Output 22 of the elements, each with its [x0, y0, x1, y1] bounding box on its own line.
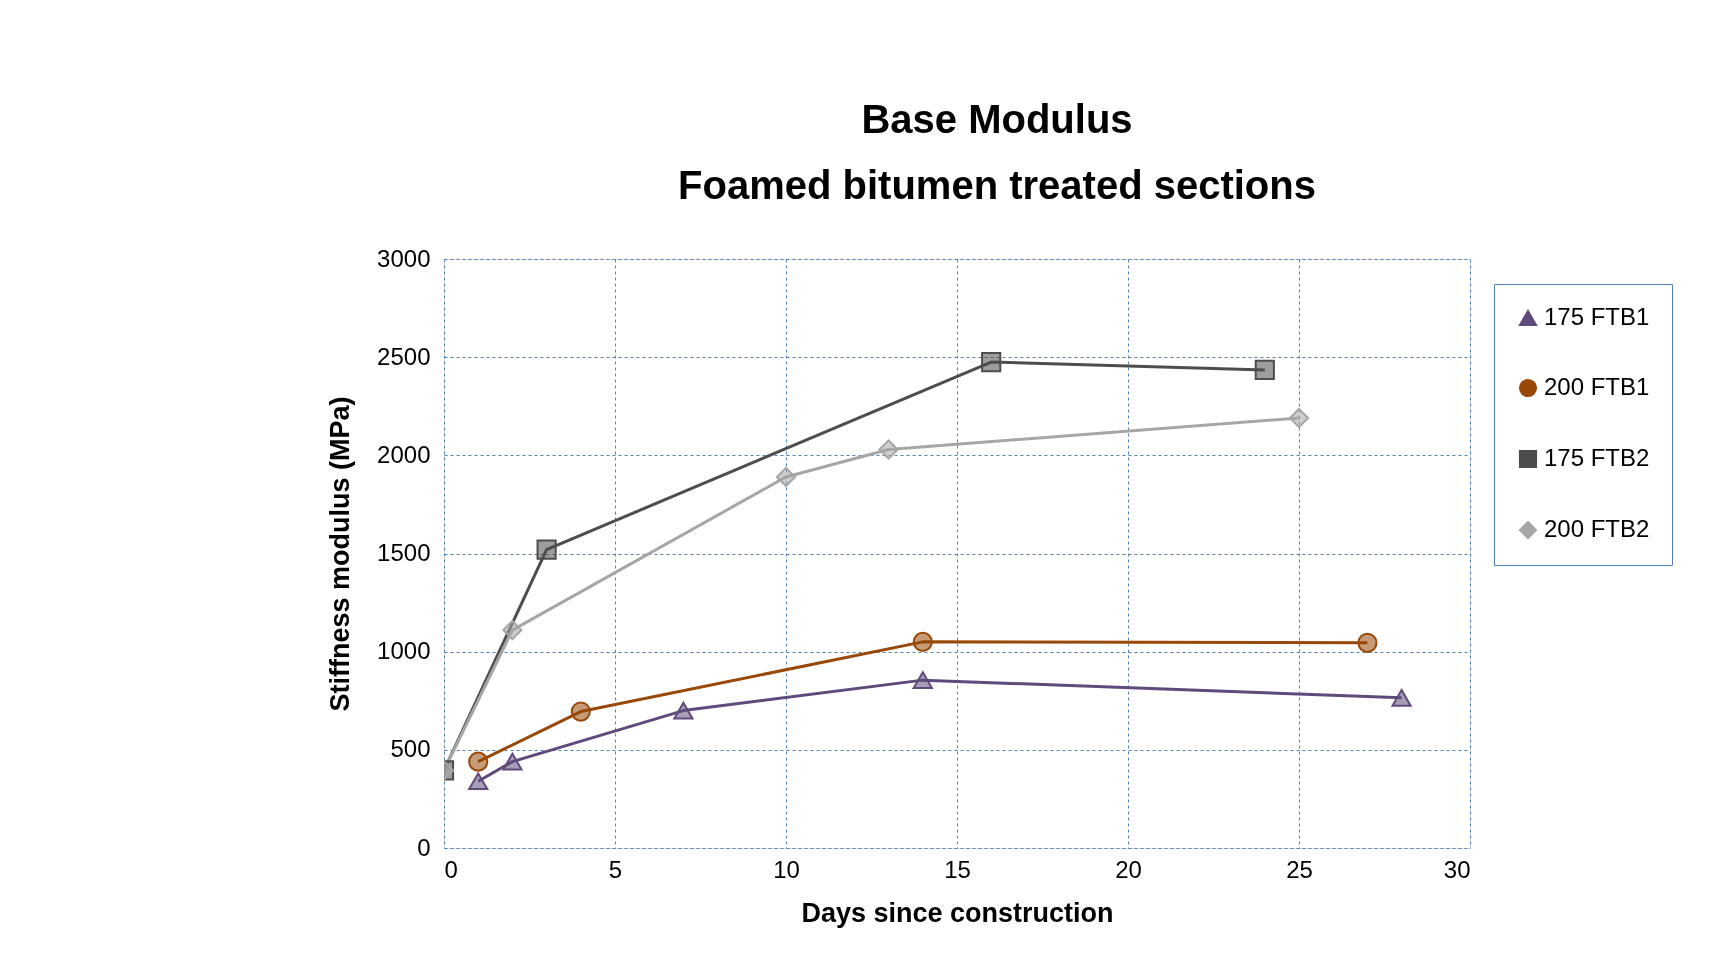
y-tick-label: 2500	[377, 342, 431, 370]
y-tick-label: 2000	[377, 440, 431, 468]
chart-subtitle: Foamed bitumen treated sections	[678, 163, 1316, 207]
x-tick-label: 10	[773, 855, 800, 883]
x-tick-label: 20	[1115, 855, 1142, 883]
x-tick-label: 25	[1286, 855, 1313, 883]
y-tick-label: 500	[390, 735, 431, 763]
legend-label: 175 FTB2	[1544, 444, 1650, 471]
y-axis-title: Stiffness modulus (MPa)	[325, 396, 356, 712]
y-tick-label: 1000	[377, 637, 431, 665]
x-tick-label: 5	[608, 855, 623, 883]
y-tick-label: 1500	[377, 539, 431, 566]
x-tick-label: 30	[1443, 855, 1471, 883]
x-tick-label: 0	[444, 855, 458, 883]
y-tick-label: 3000	[377, 244, 431, 272]
chart-title: Base Modulus	[861, 97, 1133, 141]
legend-label: 175 FTB1	[1544, 303, 1650, 330]
x-axis-title: Days since construction	[801, 897, 1114, 928]
x-tick-label: 15	[944, 855, 971, 883]
y-tick-label: 0	[417, 833, 431, 861]
legend-label: 200 FTB2	[1544, 515, 1650, 542]
legend-label: 200 FTB1	[1544, 373, 1650, 400]
